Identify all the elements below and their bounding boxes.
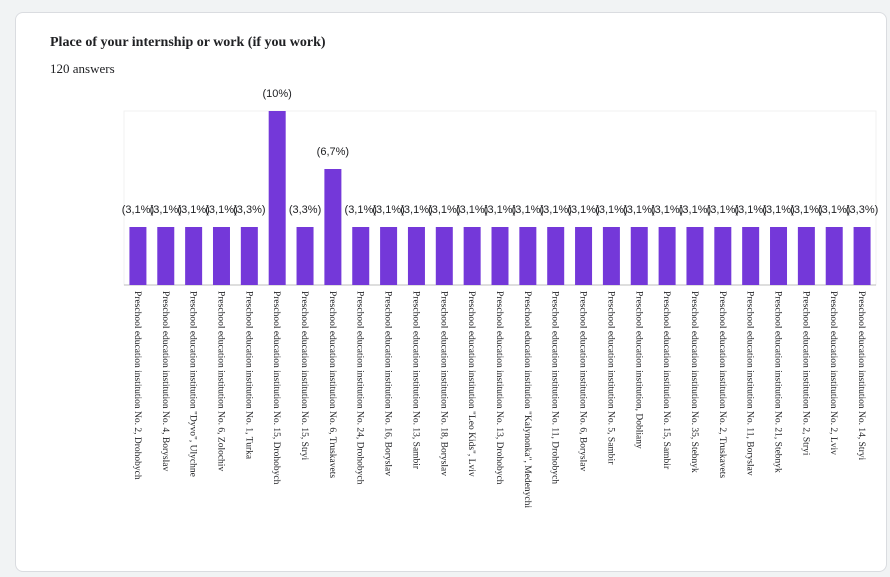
bar[interactable]	[742, 227, 760, 285]
category-label: Preschool education institution No. 24, …	[355, 291, 365, 485]
category-label: Preschool education institution No. 11, …	[550, 291, 560, 484]
bar-value-label: (3,1%)	[177, 204, 209, 216]
bar[interactable]	[825, 227, 843, 285]
category-label: Preschool education institution No. 6, Z…	[215, 291, 225, 471]
bar[interactable]	[658, 227, 676, 285]
category-label: Preschool education institution No. 2, D…	[132, 291, 142, 480]
bar[interactable]	[602, 227, 620, 285]
bar-chart: (3,1%) Preschool education institution No…	[122, 88, 879, 508]
bar-value-label: (3,1%)	[400, 204, 432, 216]
bar-value-label: (3,1%)	[428, 204, 460, 216]
bar-value-label: (3,3%)	[289, 204, 321, 216]
bar-value-label: (3,1%)	[762, 204, 794, 216]
response-count: 120 answers	[50, 61, 115, 76]
bar[interactable]	[519, 227, 537, 285]
bar-value-label: (3,1%)	[456, 204, 488, 216]
bar-value-label: (3,1%)	[122, 204, 154, 216]
category-label: Preschool education institution "Dyvo", …	[188, 291, 198, 477]
category-label: Preschool education institution No. 18, …	[438, 291, 448, 476]
category-label: Preschool education institution No. 2, S…	[800, 291, 810, 456]
bar[interactable]	[714, 227, 732, 285]
category-label: Preschool education institution No. 35, …	[689, 291, 699, 473]
bar-value-label: (3,1%)	[150, 204, 182, 216]
bar[interactable]	[129, 227, 147, 285]
category-label: Preschool education institution No. 14, …	[856, 291, 866, 461]
bar-value-label: (3,3%)	[846, 204, 878, 216]
category-label: Preschool education institution No. 15, …	[299, 291, 309, 461]
category-label: Preschool education institution No. 15, …	[271, 291, 281, 485]
bar-value-label: (3,1%)	[679, 204, 711, 216]
bar[interactable]	[157, 227, 175, 285]
bar-value-label: (3,1%)	[734, 204, 766, 216]
bar-value-label: (3,1%)	[512, 204, 544, 216]
bar[interactable]	[352, 227, 370, 285]
bar-value-label: (3,3%)	[233, 204, 265, 216]
category-label: Preschool education institution No. 2, T…	[717, 291, 727, 478]
category-label: Preschool education institution No. 21, …	[773, 291, 783, 473]
question-title: Place of your internship or work (if you…	[50, 35, 326, 50]
bar[interactable]	[185, 227, 203, 285]
bar-value-label: (6,7%)	[317, 146, 349, 158]
bar-value-label: (3,1%)	[540, 204, 572, 216]
bar[interactable]	[853, 227, 871, 285]
bar-value-label: (3,1%)	[790, 204, 822, 216]
bar[interactable]	[435, 227, 453, 285]
category-label: Preschool education institution "Leo Kid…	[466, 291, 476, 477]
category-label: Preschool education institution No. 1, T…	[243, 291, 253, 460]
bar-value-label: (3,1%)	[595, 204, 627, 216]
category-label: Preschool education institution No. 5, S…	[605, 291, 615, 465]
bar[interactable]	[547, 227, 565, 285]
bar-value-label: (3,1%)	[345, 204, 377, 216]
bar-value-label: (3,1%)	[205, 204, 237, 216]
bar[interactable]	[686, 227, 704, 285]
bar[interactable]	[491, 227, 509, 285]
bar-value-label: (3,1%)	[623, 204, 655, 216]
bar-value-label: (3,1%)	[707, 204, 739, 216]
bar-value-label: (3,1%)	[372, 204, 404, 216]
bar[interactable]	[240, 227, 258, 285]
bar[interactable]	[212, 227, 230, 285]
bar[interactable]	[407, 227, 425, 285]
bar[interactable]	[797, 227, 815, 285]
category-label: Preschool education institution No. 11, …	[745, 291, 755, 476]
category-label: Preschool education institution No. 13, …	[410, 291, 420, 470]
category-label: Preschool education institution No. 6, B…	[578, 291, 588, 471]
category-label: Preschool education institution No. 15, …	[661, 291, 671, 470]
category-label: Preschool education institution No. 2, L…	[828, 291, 838, 455]
bar-value-label: (3,1%)	[818, 204, 850, 216]
bar[interactable]	[630, 227, 648, 285]
bar-value-label: (3,1%)	[651, 204, 683, 216]
bar[interactable]	[380, 227, 398, 285]
bar[interactable]	[268, 111, 286, 285]
bar-value-label: (10%)	[263, 88, 292, 100]
bar[interactable]	[463, 227, 481, 285]
category-label: Preschool education institution "Kalynon…	[522, 291, 532, 508]
bar[interactable]	[296, 227, 314, 285]
category-label: Preschool education institution No. 13, …	[494, 291, 504, 485]
question-card: Place of your internship or work (if you…	[15, 12, 887, 572]
category-label: Preschool education institution No. 6, T…	[327, 291, 337, 478]
bar-value-label: (3,1%)	[567, 204, 599, 216]
category-label: Preschool education institution No. 16, …	[383, 291, 393, 476]
category-label: Preschool education institution, Doblian…	[633, 291, 643, 449]
bar[interactable]	[770, 227, 788, 285]
bar[interactable]	[324, 169, 342, 285]
bar[interactable]	[575, 227, 593, 285]
category-label: Preschool education institution No. 4, B…	[160, 291, 170, 471]
bar-value-label: (3,1%)	[484, 204, 516, 216]
